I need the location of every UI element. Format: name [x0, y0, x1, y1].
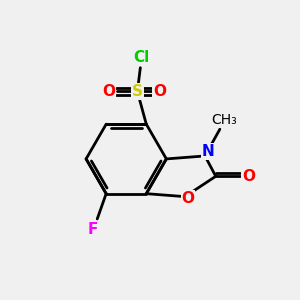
Text: F: F — [88, 222, 98, 237]
Text: O: O — [153, 84, 166, 99]
Text: O: O — [182, 190, 194, 206]
Text: CH₃: CH₃ — [212, 113, 237, 127]
Text: N: N — [202, 144, 214, 159]
Text: O: O — [103, 84, 116, 99]
Text: O: O — [242, 169, 255, 184]
Text: Cl: Cl — [134, 50, 150, 65]
Text: S: S — [132, 84, 143, 99]
